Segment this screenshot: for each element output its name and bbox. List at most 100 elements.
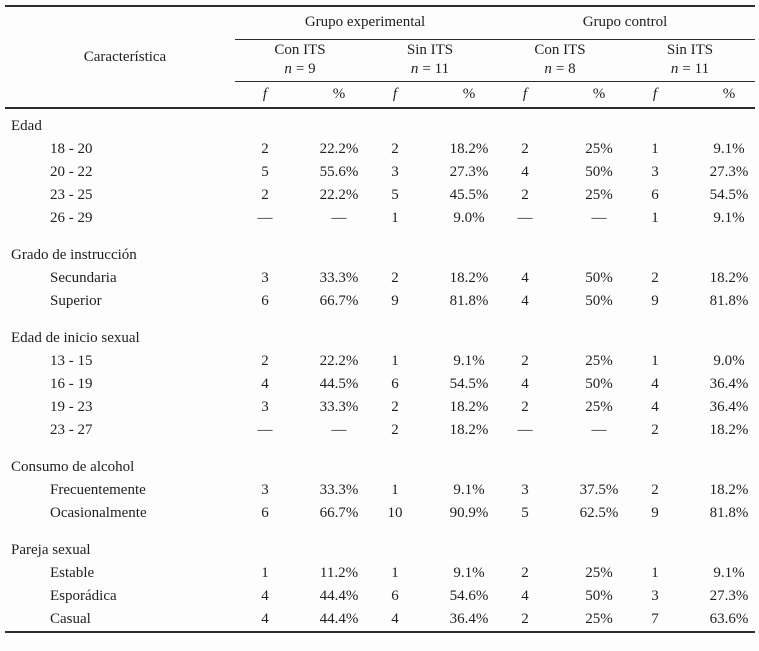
percent-cell: 62.5% — [579, 505, 619, 521]
row-label: 20 - 22 — [50, 164, 93, 180]
frequency-cell: 9 — [391, 293, 399, 309]
frequency-cell: 10 — [387, 505, 403, 521]
percent-cell: 18.2% — [449, 399, 489, 415]
section-title: Consumo de alcohol — [11, 459, 135, 475]
frequency-header: f — [625, 81, 685, 109]
frequency-cell: 2 — [391, 422, 399, 438]
frequency-cell: 4 — [261, 588, 269, 604]
frequency-cell: 2 — [261, 353, 269, 369]
percent-cell: 36.4% — [709, 376, 749, 392]
frequency-cell: 3 — [391, 164, 399, 180]
percent-cell: 25% — [585, 141, 613, 157]
percent-cell: 50% — [585, 164, 613, 180]
frequency-cell: 2 — [391, 141, 399, 157]
frequency-cell: 1 — [391, 482, 399, 498]
data-row: Secundaria 3 33.3% 2 18.2% 4 50% 2 18.2% — [5, 267, 755, 290]
percent-cell: 44.5% — [319, 376, 359, 392]
percent-cell: 33.3% — [319, 399, 359, 415]
percent-cell: 9.1% — [713, 565, 745, 581]
frequency-cell: 1 — [651, 565, 659, 581]
frequency-header: f — [365, 81, 425, 109]
frequency-cell: — — [257, 210, 273, 226]
frequency-cell: 4 — [261, 611, 269, 627]
percent-cell: 33.3% — [319, 482, 359, 498]
frequency-cell: 6 — [651, 187, 659, 203]
subgroup-ctrl-sin-its: Sin ITS n = 11 — [625, 39, 756, 82]
percent-cell: 9.0% — [713, 353, 745, 369]
sample-size: n = 11 — [670, 61, 710, 77]
row-label: 26 - 29 — [50, 210, 93, 226]
frequency-header: f — [235, 81, 295, 109]
frequency-cell: 5 — [261, 164, 269, 180]
data-row: Casual 4 44.4% 4 36.4% 2 25% 7 63.6% — [5, 608, 755, 632]
sample-size: n = 8 — [544, 61, 576, 77]
percent-cell: 9.1% — [453, 353, 485, 369]
frequency-cell: 3 — [261, 270, 269, 286]
percent-cell: 36.4% — [709, 399, 749, 415]
frequency-cell: 3 — [261, 399, 269, 415]
frequency-cell: 2 — [261, 187, 269, 203]
percent-cell: 9.1% — [713, 210, 745, 226]
row-label: Casual — [50, 611, 91, 627]
data-row: 16 - 19 4 44.5% 6 54.5% 4 50% 4 36.4% — [5, 373, 755, 396]
row-label: Estable — [50, 565, 95, 581]
data-row: 18 - 20 2 22.2% 2 18.2% 2 25% 1 9.1% — [5, 138, 755, 161]
group-header-row: Característica Grupo experimental Grupo … — [5, 6, 756, 109]
frequency-cell: 4 — [521, 293, 529, 309]
subgroup-header-row: Con ITS n = 9 Sin ITS n = 11 Con ITS n = 8 … — [5, 39, 756, 82]
percent-cell: — — [331, 210, 347, 226]
percent-cell: 33.3% — [319, 270, 359, 286]
data-row: Esporádica 4 44.4% 6 54.6% 4 50% 3 27.3% — [5, 585, 755, 608]
frequency-cell: 2 — [651, 270, 659, 286]
percent-cell: 22.2% — [319, 187, 359, 203]
percent-cell: — — [591, 210, 607, 226]
subgroup-exp-con-its: Con ITS n = 9 — [235, 39, 365, 82]
percent-cell: 45.5% — [449, 187, 489, 203]
row-label: Ocasionalmente — [50, 505, 147, 521]
frequency-cell: 4 — [651, 399, 659, 415]
frequency-cell: 7 — [651, 611, 659, 627]
frequency-cell: 2 — [521, 187, 529, 203]
frequency-cell: 2 — [651, 482, 659, 498]
section-title-row: Grado de instrucción — [5, 230, 755, 267]
frequency-cell: 1 — [391, 353, 399, 369]
percent-cell: — — [591, 422, 607, 438]
frequency-cell: 2 — [651, 422, 659, 438]
subgroup-label: Sin ITS — [406, 42, 454, 58]
frequency-cell: 4 — [521, 588, 529, 604]
frequency-cell: 2 — [521, 565, 529, 581]
frequency-cell: 1 — [651, 141, 659, 157]
frequency-cell: 4 — [521, 270, 529, 286]
percent-cell: 25% — [585, 565, 613, 581]
percent-cell: 90.9% — [449, 505, 489, 521]
characteristic-column-header: Característica — [5, 6, 235, 109]
sample-size: n = 11 — [410, 61, 450, 77]
percent-cell: 9.1% — [713, 141, 745, 157]
percent-cell: 22.2% — [319, 353, 359, 369]
paper-table-page: Característica Grupo experimental Grupo … — [0, 5, 759, 651]
row-label: 13 - 15 — [50, 353, 93, 369]
row-label: Frecuentemente — [50, 482, 146, 498]
subgroup-exp-sin-its: Sin ITS n = 11 — [365, 39, 495, 82]
subgroup-ctrl-con-its: Con ITS n = 8 — [495, 39, 625, 82]
section-title-row: Pareja sexual — [5, 525, 755, 562]
data-row: 23 - 27 — — 2 18.2% — — 2 18.2% — [5, 419, 755, 442]
percent-cell: 18.2% — [449, 270, 489, 286]
frequency-cell: 4 — [521, 376, 529, 392]
percent-header: % — [555, 81, 625, 109]
frequency-cell: 2 — [521, 141, 529, 157]
frequency-cell: 3 — [651, 164, 659, 180]
percent-cell: 22.2% — [319, 141, 359, 157]
group-header-experimental: Grupo experimental — [235, 6, 495, 40]
frequency-cell: 1 — [651, 353, 659, 369]
section-title: Edad — [11, 118, 42, 134]
percent-cell: 27.3% — [709, 588, 749, 604]
frequency-cell: 9 — [651, 293, 659, 309]
frequency-cell: 3 — [521, 482, 529, 498]
frequency-cell: 1 — [391, 210, 399, 226]
frequency-cell: — — [257, 422, 273, 438]
data-row: 20 - 22 5 55.6% 3 27.3% 4 50% 3 27.3% — [5, 161, 755, 184]
section-title: Grado de instrucción — [11, 247, 137, 263]
group-header-control: Grupo control — [495, 6, 756, 40]
data-row: Frecuentemente 3 33.3% 1 9.1% 3 37.5% 2 18.2% — [5, 479, 755, 502]
